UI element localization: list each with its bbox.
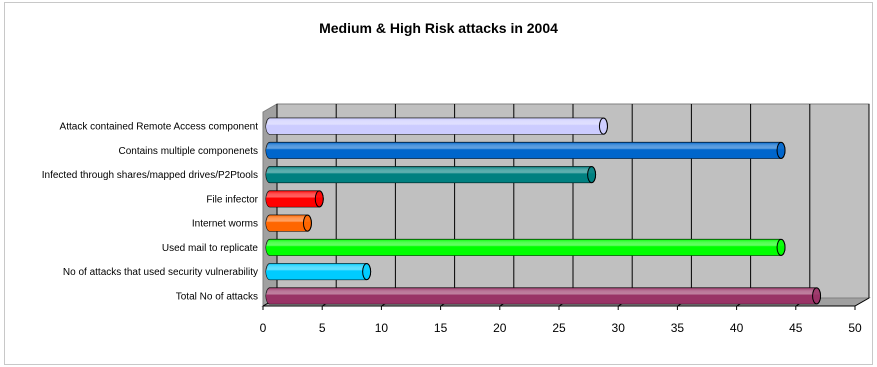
- category-label: Attack contained Remote Access component: [60, 122, 259, 133]
- gridline-floor: [854, 297, 870, 307]
- category-labels: Attack contained Remote Access component…: [42, 122, 259, 303]
- x-tick-label: 10: [375, 321, 389, 335]
- bar-shading: [266, 215, 312, 232]
- bar-end-cap: [812, 287, 822, 305]
- bar-shading: [266, 190, 324, 207]
- bars: [265, 117, 822, 305]
- bar-shading: [266, 166, 596, 183]
- category-label: Internet worms: [192, 219, 258, 230]
- category-label: No of attacks that used security vulnera…: [63, 267, 258, 278]
- chart-title: Medium & High Risk attacks in 2004: [319, 20, 558, 36]
- category-label: Used mail to replicate: [162, 243, 259, 254]
- bar-end-cap: [598, 117, 608, 135]
- x-tick-label: 40: [730, 321, 744, 335]
- x-tick-label: 45: [789, 321, 803, 335]
- x-tick-label: 20: [493, 321, 507, 335]
- x-tick-label: 15: [434, 321, 448, 335]
- bar-end-cap: [776, 238, 786, 256]
- x-tick-label: 0: [260, 321, 267, 335]
- bar-end-cap: [362, 263, 372, 281]
- tick-labels: 0 5 10 15 20 25 30 35 40 45 50: [260, 321, 862, 335]
- bar-end-cap: [302, 214, 312, 232]
- bar-end-cap: [314, 190, 324, 208]
- category-label: File infector: [206, 194, 258, 205]
- x-tick-label: 25: [552, 321, 566, 335]
- bar-end-cap: [587, 166, 597, 184]
- x-tick-label: 5: [319, 321, 326, 335]
- gridlines: [262, 104, 870, 310]
- category-label: Contains multiple componenets: [118, 146, 258, 157]
- x-tick-label: 30: [612, 321, 626, 335]
- category-label: Total No of attacks: [176, 291, 258, 302]
- bar-shading: [266, 118, 608, 135]
- x-tick-label: 35: [671, 321, 685, 335]
- bar-shading: [266, 142, 786, 159]
- category-label: Infected through shares/mapped drives/P2…: [42, 170, 258, 181]
- bar-shading: [266, 287, 821, 304]
- bar-shading: [266, 263, 371, 280]
- bar-shading: [266, 239, 786, 256]
- bar-end-cap: [776, 141, 786, 159]
- x-tick-label: 50: [848, 321, 862, 335]
